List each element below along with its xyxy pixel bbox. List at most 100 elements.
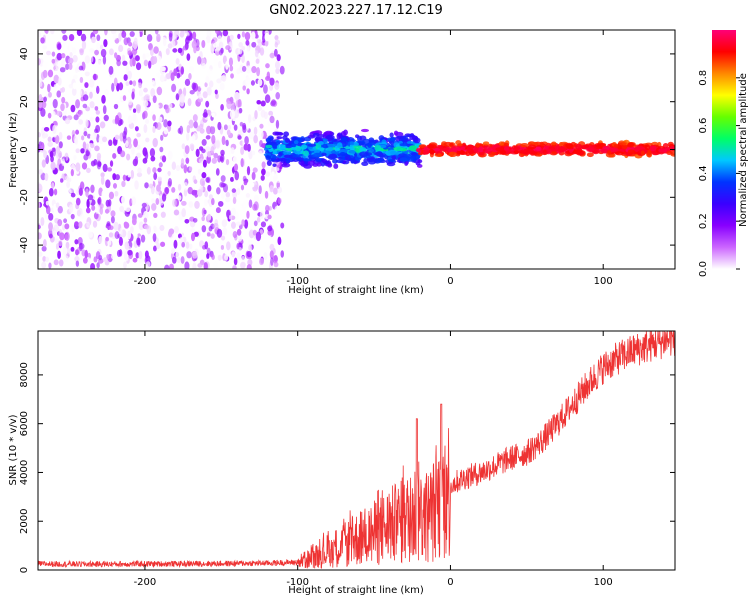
spectrogram-cell bbox=[68, 63, 73, 71]
spectrogram-cell bbox=[233, 109, 240, 119]
spectrogram-cell bbox=[220, 149, 225, 156]
spectrogram-cell bbox=[197, 168, 202, 175]
spectrogram-cell bbox=[272, 163, 277, 167]
spectrogram-cell bbox=[275, 68, 280, 74]
spectrogram-cell bbox=[188, 72, 192, 80]
spectrogram-cell bbox=[134, 180, 139, 190]
spectrogram-cell bbox=[116, 59, 121, 67]
spectrogram-cell bbox=[57, 77, 62, 86]
spectrogram-cell bbox=[359, 151, 369, 157]
spectrogram-cell bbox=[95, 110, 101, 115]
spectrogram-cell bbox=[202, 112, 208, 118]
spectrogram-cell bbox=[40, 37, 45, 44]
spectrogram-cell bbox=[73, 134, 78, 144]
spectrogram-cell bbox=[161, 155, 167, 163]
spectrogram-cell bbox=[276, 178, 281, 183]
spectrogram-cell bbox=[63, 218, 68, 224]
spectrogram-cell bbox=[143, 124, 148, 134]
spectrogram-cell bbox=[206, 86, 212, 96]
spectrogram-cell bbox=[254, 50, 259, 58]
spectrogram-cell bbox=[74, 239, 79, 245]
spectrogram-cell bbox=[253, 201, 259, 211]
spectrogram-cell bbox=[153, 245, 157, 252]
spectrogram-cell bbox=[116, 249, 122, 257]
spectrogram-cell bbox=[172, 48, 178, 53]
spectrogram-cell bbox=[48, 233, 53, 239]
spectrogram-cell bbox=[204, 198, 208, 206]
spectrogram-cell bbox=[55, 61, 61, 70]
spectrogram-cell bbox=[82, 257, 88, 264]
snr-y-label: SNR (10 * v/v) bbox=[8, 414, 19, 485]
spectrogram-cell bbox=[53, 259, 59, 266]
spectrogram-cell bbox=[261, 168, 266, 176]
spectrogram-cell bbox=[184, 145, 190, 155]
snr-frame bbox=[37, 330, 676, 571]
spectrogram-cell bbox=[121, 180, 126, 188]
spectrogram-cell bbox=[68, 33, 75, 42]
spectrogram-cell bbox=[128, 88, 132, 94]
spectrogram-cell bbox=[40, 142, 45, 151]
spectrogram-cell bbox=[188, 105, 193, 111]
spectrogram-cell bbox=[575, 143, 583, 150]
spectrogram-cell bbox=[38, 232, 42, 240]
spectrogram-cell bbox=[74, 255, 80, 262]
spectrogram-cell bbox=[408, 145, 418, 152]
spectrogram-cell bbox=[396, 135, 404, 139]
spectrogram-cell bbox=[155, 242, 161, 250]
spectrogram-cell bbox=[225, 159, 230, 166]
spectrogram-cell bbox=[220, 245, 225, 250]
spectrogram-cell bbox=[177, 183, 182, 191]
spectrogram-cell bbox=[240, 157, 244, 168]
spectrogram-cell bbox=[219, 156, 224, 162]
spectrogram-cell bbox=[149, 48, 154, 57]
spectrogram-cell bbox=[151, 203, 157, 211]
spectrogram-cell bbox=[82, 103, 88, 109]
spectrogram-cell bbox=[38, 132, 41, 138]
spectrogram-cell bbox=[180, 66, 185, 75]
spectrogram-cell bbox=[522, 148, 531, 155]
spectrogram-cell bbox=[114, 134, 120, 140]
spectrogram-cell bbox=[118, 32, 122, 42]
spectrogram-cell bbox=[184, 138, 190, 148]
spectrogram-cell bbox=[90, 143, 95, 149]
spectrogram-cell bbox=[144, 250, 149, 259]
spectrogram-cell bbox=[341, 136, 348, 143]
spectrogram-cell bbox=[367, 142, 373, 148]
spectrogram-cell bbox=[558, 146, 566, 151]
spectrogram-cell bbox=[164, 164, 169, 174]
spectrogram-cell bbox=[148, 183, 153, 189]
spectrogram-cell bbox=[93, 73, 97, 81]
spectrogram-cell bbox=[227, 124, 232, 130]
spectrogram-cell bbox=[167, 120, 172, 127]
spectrogram-cell bbox=[55, 202, 60, 209]
spectrogram-cell bbox=[47, 136, 52, 143]
spectrogram-cell bbox=[96, 34, 101, 42]
y-tick-label: 0 bbox=[19, 567, 30, 573]
spectrogram-cell bbox=[129, 31, 135, 38]
spectrogram-cell bbox=[114, 190, 119, 197]
spectrogram-cell bbox=[327, 143, 336, 148]
spectrogram-cell bbox=[261, 161, 266, 169]
spectrogram-cell bbox=[275, 219, 280, 228]
spectrogram-cell bbox=[136, 144, 141, 150]
spectrogram-cell bbox=[303, 150, 309, 157]
spectrogram-cell bbox=[100, 175, 105, 185]
spectrogram-cell bbox=[211, 134, 216, 144]
spectrogram-cell bbox=[231, 251, 236, 258]
spectrogram-cell bbox=[206, 253, 210, 259]
spectrogram-cell bbox=[127, 50, 133, 56]
spectrogram-cell bbox=[47, 112, 52, 119]
spectrogram-cell bbox=[127, 41, 133, 47]
spectrogram-cell bbox=[594, 143, 601, 147]
spectrogram-cell bbox=[75, 129, 80, 135]
spectrogram-cell bbox=[199, 81, 205, 89]
spectrogram-cell bbox=[142, 246, 146, 255]
colorbar-label: Normalized spectral amplitude bbox=[738, 73, 749, 227]
spectrogram-cell bbox=[150, 155, 156, 162]
spectrogram-cell bbox=[92, 30, 99, 35]
spectrogram-cell bbox=[90, 184, 95, 194]
spectrogram-cell bbox=[109, 48, 114, 56]
spectrogram-cell bbox=[45, 50, 52, 56]
spectrogram-cell bbox=[72, 82, 77, 90]
spectrogram-cell bbox=[215, 139, 221, 149]
